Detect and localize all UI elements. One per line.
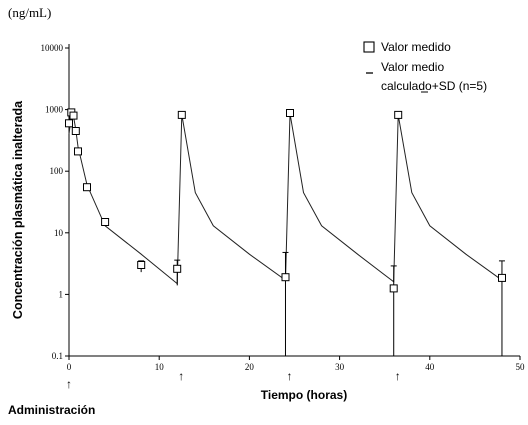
y-tick-label: 0.1	[52, 351, 63, 361]
y-axis-label: Concentración plasmática inalterada	[11, 100, 25, 319]
x-tick-label: 20	[245, 362, 255, 372]
data-point	[71, 127, 80, 135]
data-point	[101, 218, 110, 226]
data-point	[389, 284, 398, 293]
data-point	[498, 273, 506, 282]
legend-entry-sd: calculado+SD (n=5)	[381, 79, 487, 93]
data-point	[173, 264, 182, 273]
x-tick-label: 10	[155, 362, 165, 372]
data-point	[83, 183, 91, 192]
y-tick-label: 1	[59, 289, 64, 299]
dose-arrow-icon: ↑	[66, 377, 72, 391]
administration-label: Administración	[8, 403, 95, 417]
data-point	[286, 109, 294, 117]
mean-series	[68, 113, 503, 285]
legend-entry-mean: Valor medio	[381, 60, 444, 74]
x-tick-label: 30	[335, 362, 345, 372]
y-axis-ticks: 0.1 1 10 100 1000 10000	[41, 43, 69, 361]
data-point	[137, 261, 146, 269]
x-axis-ticks: 0 10 20 30 40 50	[67, 356, 525, 372]
data-point	[65, 119, 73, 128]
y-tick-label: 10	[54, 228, 64, 238]
dose-arrow-icon: ↑	[286, 369, 292, 383]
mean-series-line	[68, 113, 503, 285]
legend-entry-measured: Valor medido	[381, 40, 451, 54]
axes	[68, 44, 520, 357]
data-point	[177, 110, 186, 119]
legend: Valor medido Valor medio calculado+SD (n…	[363, 40, 487, 93]
data-point	[74, 147, 82, 156]
x-tick-label: 50	[516, 362, 526, 372]
legend-square-marker	[363, 41, 375, 53]
data-point	[281, 273, 290, 282]
y-tick-label: 1000	[45, 105, 64, 115]
y-tick-label: 10000	[41, 43, 64, 53]
x-axis-label: Tiempo (horas)	[261, 388, 347, 402]
data-point	[394, 110, 403, 119]
x-tick-label: 40	[425, 362, 435, 372]
dose-arrow-icon: ↑	[395, 369, 401, 383]
dose-arrows: ↑ ↑ ↑ ↑	[66, 369, 401, 391]
error-bars	[138, 251, 505, 356]
unit-label: (ng/mL)	[8, 5, 51, 20]
data-point	[69, 111, 78, 120]
x-tick-label: 0	[67, 362, 72, 372]
dose-arrow-icon: ↑	[178, 369, 184, 383]
measured-series	[65, 108, 506, 293]
y-tick-label: 100	[50, 166, 64, 176]
